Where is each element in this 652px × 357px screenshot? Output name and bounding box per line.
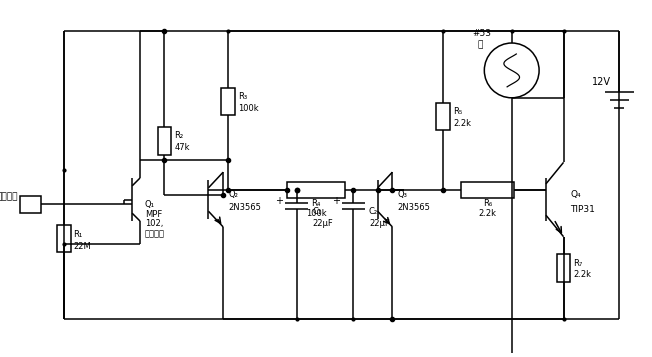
Text: Q₁: Q₁ — [145, 200, 155, 209]
Text: C₂: C₂ — [369, 207, 378, 216]
Text: 100k: 100k — [238, 104, 258, 113]
Bar — [158, 127, 171, 155]
Text: 灯: 灯 — [477, 40, 483, 50]
Text: 触摸极板: 触摸极板 — [0, 192, 18, 201]
Text: 2.2k: 2.2k — [573, 270, 591, 279]
Text: R₄: R₄ — [312, 199, 321, 208]
Bar — [20, 196, 41, 213]
Text: 47k: 47k — [174, 143, 190, 152]
Text: 12V: 12V — [592, 77, 611, 87]
Bar — [557, 254, 570, 282]
Text: R₁: R₁ — [74, 230, 83, 239]
Text: 一茨均可: 一茨均可 — [145, 229, 165, 238]
Text: R₂: R₂ — [174, 131, 183, 140]
Text: 22M: 22M — [74, 242, 91, 251]
Bar — [436, 103, 450, 130]
Text: 2.2k: 2.2k — [479, 209, 496, 218]
Text: C₁: C₁ — [312, 207, 321, 216]
Text: Q₃: Q₃ — [397, 190, 407, 199]
Text: 2N3565: 2N3565 — [228, 203, 261, 212]
Text: 2.2k: 2.2k — [453, 119, 471, 128]
Bar — [287, 182, 346, 197]
Text: #53: #53 — [473, 29, 492, 38]
Text: MPF: MPF — [145, 210, 162, 219]
Text: 102,: 102, — [145, 220, 163, 228]
Text: Q₄: Q₄ — [570, 190, 581, 199]
Text: TIP31: TIP31 — [570, 205, 595, 214]
Text: 100k: 100k — [306, 209, 327, 218]
Text: R₃: R₃ — [238, 92, 247, 101]
Text: Q₂: Q₂ — [228, 190, 238, 199]
Text: +: + — [275, 196, 283, 206]
Text: R₅: R₅ — [453, 107, 462, 116]
Text: 22μF: 22μF — [369, 218, 390, 227]
Text: 2N3565: 2N3565 — [397, 203, 430, 212]
Bar — [57, 225, 70, 252]
Bar — [461, 182, 514, 197]
Text: 22μF: 22μF — [312, 218, 333, 227]
Text: +: + — [332, 196, 340, 206]
Bar — [221, 88, 235, 115]
Text: R₆: R₆ — [482, 199, 492, 208]
Text: R₇: R₇ — [573, 258, 583, 268]
